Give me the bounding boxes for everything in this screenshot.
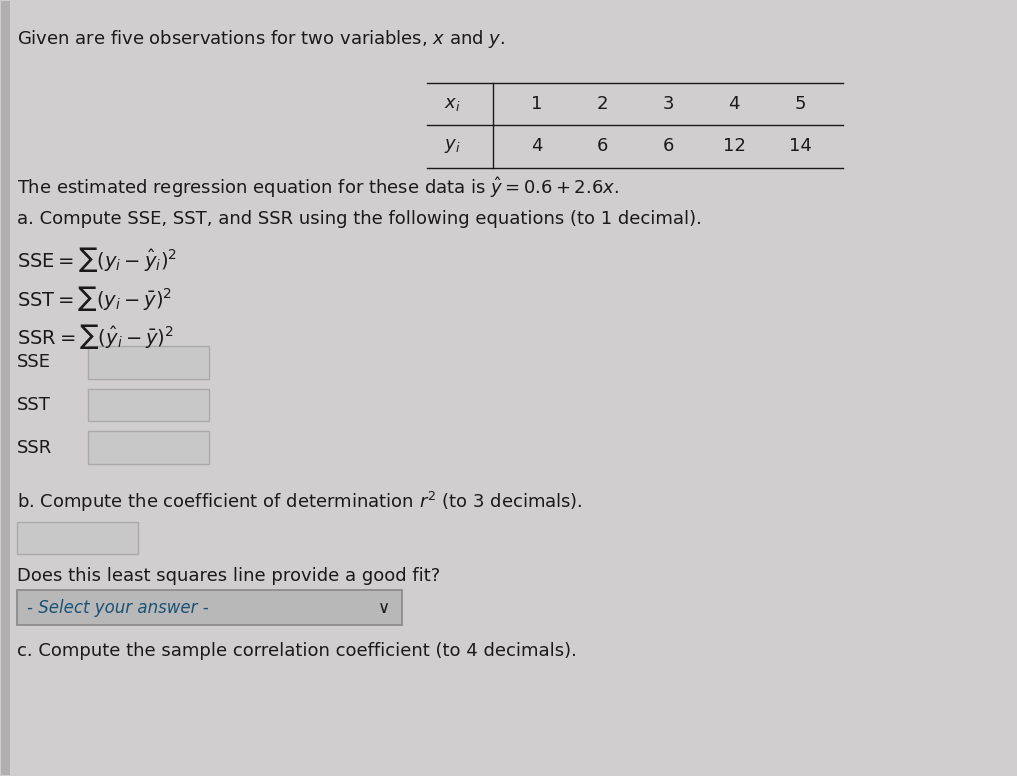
FancyBboxPatch shape xyxy=(87,346,210,379)
Text: 5: 5 xyxy=(794,95,805,113)
Text: $y_i$: $y_i$ xyxy=(444,137,461,155)
Text: SSE: SSE xyxy=(16,354,51,372)
Text: 6: 6 xyxy=(597,137,608,155)
Text: 1: 1 xyxy=(531,95,542,113)
Text: b. Compute the coefficient of determination $r^2$ (to 3 decimals).: b. Compute the coefficient of determinat… xyxy=(16,490,583,514)
Text: a. Compute SSE, SST, and SSR using the following equations (to 1 decimal).: a. Compute SSE, SST, and SSR using the f… xyxy=(16,210,702,228)
Text: $\mathrm{SSE} = \sum(y_i - \hat{y}_i)^2$: $\mathrm{SSE} = \sum(y_i - \hat{y}_i)^2$ xyxy=(16,245,177,274)
FancyBboxPatch shape xyxy=(87,389,210,421)
Text: 3: 3 xyxy=(662,95,674,113)
FancyBboxPatch shape xyxy=(87,431,210,464)
Text: 4: 4 xyxy=(728,95,740,113)
Text: c. Compute the sample correlation coefficient (to 4 decimals).: c. Compute the sample correlation coeffi… xyxy=(16,642,577,660)
Text: The estimated regression equation for these data is $\hat{y} = 0.6 + 2.6x$.: The estimated regression equation for th… xyxy=(16,175,618,200)
Text: - Select your answer -: - Select your answer - xyxy=(26,598,208,617)
Text: SSR: SSR xyxy=(16,438,52,456)
Text: $\mathrm{SST} = \sum(y_i - \bar{y})^2$: $\mathrm{SST} = \sum(y_i - \bar{y})^2$ xyxy=(16,283,172,313)
Text: 14: 14 xyxy=(788,137,812,155)
Text: 12: 12 xyxy=(723,137,745,155)
FancyBboxPatch shape xyxy=(16,521,138,554)
Text: 6: 6 xyxy=(662,137,674,155)
Text: SST: SST xyxy=(16,396,51,414)
Text: ∨: ∨ xyxy=(377,598,390,617)
FancyBboxPatch shape xyxy=(16,590,402,625)
Text: Given are five observations for two variables, $x$ and $y$.: Given are five observations for two vari… xyxy=(16,29,504,50)
FancyBboxPatch shape xyxy=(1,2,9,774)
Text: 4: 4 xyxy=(531,137,542,155)
Text: Does this least squares line provide a good fit?: Does this least squares line provide a g… xyxy=(16,567,439,585)
Text: $\mathrm{SSR} = \sum(\hat{y}_i - \bar{y})^2$: $\mathrm{SSR} = \sum(\hat{y}_i - \bar{y}… xyxy=(16,322,174,352)
Text: $x_i$: $x_i$ xyxy=(444,95,461,113)
Text: 2: 2 xyxy=(597,95,608,113)
